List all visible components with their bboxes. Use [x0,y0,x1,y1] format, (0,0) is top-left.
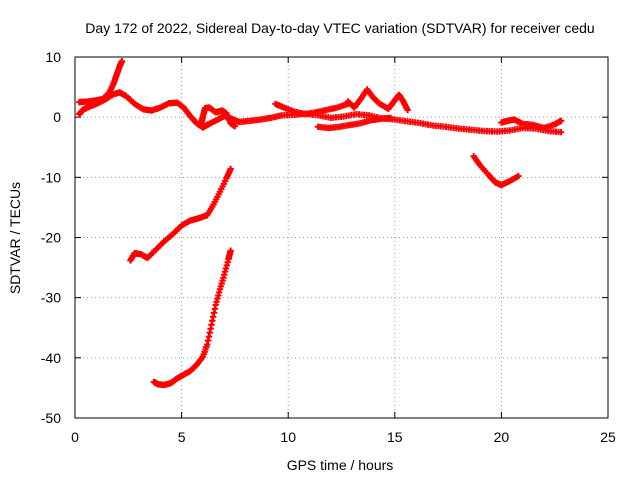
series-tail-20-23 [498,116,565,132]
y-axis-label: SDTVAR / TECUs [7,182,23,294]
data-point [118,58,126,65]
series-deep-arc [150,247,234,389]
series-mid-arc [127,165,234,264]
x-tick-label: 0 [71,429,79,445]
series-spikes-13-15 [344,86,411,114]
series-drop-19-21 [470,153,522,189]
data-point [387,114,394,121]
data-point [557,117,565,124]
x-tick-label: 20 [494,429,510,445]
x-tick-label: 25 [600,429,616,445]
axis-ticks: 0 5 10 15 20 25 10 0 -10 -20 -30 -40 -50 [41,49,616,445]
x-tick-label: 5 [178,429,186,445]
data-point [227,247,234,254]
series-dip-6h [197,104,239,130]
y-tick-label: -10 [41,169,61,185]
x-tick-label: 10 [280,429,296,445]
data-point [515,172,522,180]
x-axis-label: GPS time / hours [287,457,394,473]
chart-title: Day 172 of 2022, Sidereal Day-to-day VTE… [85,20,594,36]
data-point [231,122,239,130]
y-tick-label: -50 [41,410,61,426]
y-tick-label: -40 [41,350,61,366]
plot-frame [74,56,609,419]
data-series [76,58,565,389]
series-lower-band-11-14 [314,114,394,132]
y-tick-label: 0 [53,109,61,125]
y-tick-label: -30 [41,290,61,306]
y-tick-label: 10 [45,49,61,65]
data-point [404,106,411,114]
y-tick-label: -20 [41,230,61,246]
x-tick-label: 15 [387,429,403,445]
data-point [227,165,234,173]
series-early-rise [76,58,126,106]
data-point [557,129,565,136]
series-cluster-9-11 [272,100,352,118]
